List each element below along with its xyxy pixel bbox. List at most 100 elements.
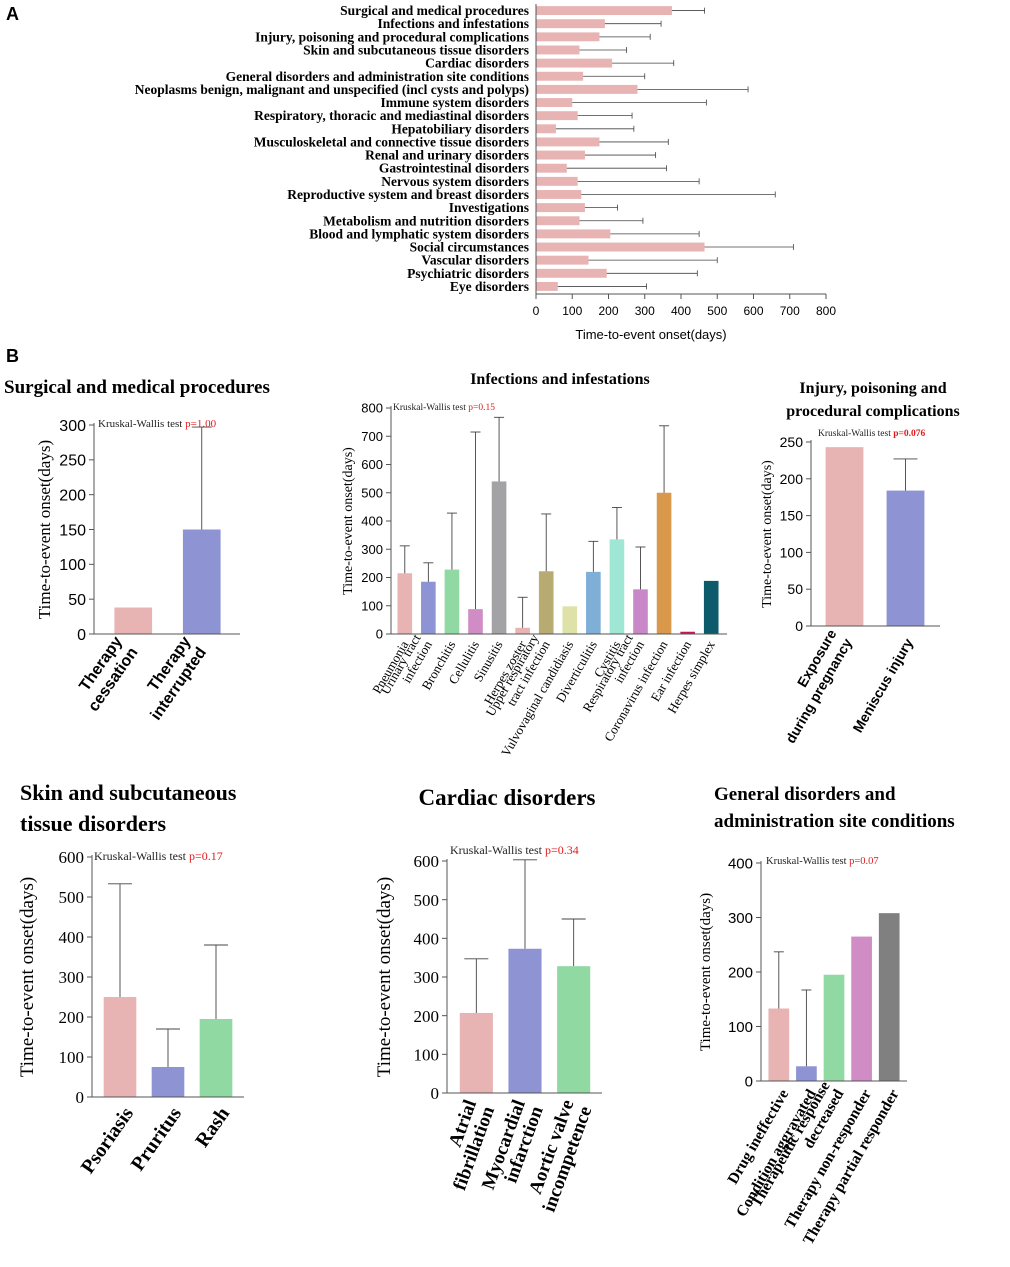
category-label: Metabolism and nutrition disorders <box>323 213 529 228</box>
y-tick-label: 200 <box>780 471 804 487</box>
y-tick-label: 600 <box>414 852 440 871</box>
bar <box>114 607 153 634</box>
y-tick-label: 500 <box>59 888 85 907</box>
stat-test-name: Kruskal-Wallis test <box>766 856 849 867</box>
category-label: Renal and urinary disorders <box>365 148 529 163</box>
stat-p-value: p=0.17 <box>189 849 223 863</box>
y-tick-label: 400 <box>361 514 383 529</box>
y-tick-label: 50 <box>787 581 803 597</box>
chart-B5: Cardiac disorders Kruskal-Wallis test p=0… <box>374 785 602 1215</box>
chart-title: Surgical and medical procedures <box>4 377 270 398</box>
category-label: Therapycessation <box>70 634 142 715</box>
x-tick-label: 400 <box>671 304 691 318</box>
chart-B2: Infections and infestations Kruskal-Walli… <box>341 371 727 759</box>
x-tick-label: 100 <box>562 304 582 318</box>
y-tick-label: 150 <box>780 508 804 524</box>
category-label: Surgical and medical procedures <box>340 3 529 18</box>
category-label: Neoplasms benign, malignant and unspecif… <box>135 82 529 97</box>
y-tick-label: 300 <box>59 968 85 987</box>
bar <box>609 539 625 634</box>
x-tick-label: 300 <box>635 304 655 318</box>
stat-annotation: Kruskal-Wallis test p=0.34 <box>450 843 579 857</box>
bar <box>536 268 607 278</box>
chart-title: Injury, poisoning and <box>799 380 946 397</box>
panel-label-b: B <box>6 346 19 366</box>
bar <box>468 609 483 634</box>
x-tick-label: 200 <box>598 304 618 318</box>
chart-B1: Surgical and medical procedures Kruskal-W… <box>4 377 270 723</box>
y-tick-label: 300 <box>728 910 753 927</box>
chart-title: tissue disorders <box>20 811 167 836</box>
chart-title: procedural complications <box>786 403 959 420</box>
category-label: Cardiac disorders <box>425 56 529 71</box>
y-tick-label: 700 <box>361 429 383 444</box>
x-tick-label: 0 <box>533 304 540 318</box>
category-label: Immune system disorders <box>381 95 530 110</box>
y-tick-label: 200 <box>414 1007 440 1026</box>
category-label: General disorders and administration sit… <box>226 69 529 84</box>
y-tick-label: 100 <box>728 1019 753 1036</box>
y-tick-label: 250 <box>59 453 86 470</box>
y-tick-label: 200 <box>59 1008 85 1027</box>
x-axis-title: Time-to-event onset(days) <box>575 327 726 342</box>
stat-test-name: Kruskal-Wallis test <box>94 849 189 863</box>
y-tick-label: 400 <box>59 928 85 947</box>
category-label: Nervous system disorders <box>381 174 529 189</box>
x-tick-label: 600 <box>743 304 763 318</box>
bar <box>886 490 925 626</box>
bar <box>823 974 845 1081</box>
y-axis-title: Time-to-event onset(days) <box>698 893 714 1051</box>
x-tick-label: 500 <box>707 304 727 318</box>
bar <box>536 281 558 291</box>
y-axis-title: Time-to-event onset(days) <box>374 877 395 1077</box>
bar <box>878 913 900 1081</box>
chart-title: General disorders and <box>714 784 896 805</box>
y-tick-label: 300 <box>414 968 440 987</box>
bar <box>536 71 584 81</box>
category-label: Rash <box>191 1103 234 1151</box>
y-tick-label: 300 <box>59 418 86 435</box>
y-tick-label: 50 <box>68 592 86 609</box>
stat-annotation: Kruskal-Wallis test p=0.076 <box>818 429 926 439</box>
y-tick-label: 100 <box>59 1048 85 1067</box>
bar <box>536 229 611 239</box>
stat-p-value: p=0.076 <box>893 429 925 439</box>
y-axis-title: Time-to-event onset(days) <box>341 447 356 595</box>
bar <box>536 150 585 160</box>
category-label: Reproductive system and breast disorders <box>287 187 529 202</box>
bar <box>586 571 601 634</box>
chart-B3: Injury, poisoning and procedural complica… <box>760 380 960 746</box>
bar <box>536 137 600 147</box>
y-tick-label: 400 <box>414 929 440 948</box>
bar <box>557 966 591 1093</box>
bar <box>536 111 578 121</box>
y-tick-label: 100 <box>780 544 804 560</box>
chart-title: Cardiac disorders <box>419 785 596 810</box>
bar <box>536 45 580 55</box>
y-tick-label: 0 <box>431 1084 440 1103</box>
category-label: Exposureduring pregnancy <box>767 626 856 746</box>
bar <box>680 631 695 634</box>
stat-p-value: p=0.07 <box>849 856 879 867</box>
y-axis-title: Time-to-event onset(days) <box>760 460 775 608</box>
y-tick-label: 250 <box>780 434 804 450</box>
category-label: Psychiatric disorders <box>407 266 529 281</box>
category-label: Vascular disorders <box>421 253 529 268</box>
chart-title: Infections and infestations <box>470 371 650 388</box>
category-label: Skin and subcutaneous tissue disorders <box>303 42 529 57</box>
y-tick-label: 100 <box>361 598 383 613</box>
y-tick-label: 200 <box>361 570 383 585</box>
stat-p-value: p=0.15 <box>468 403 495 413</box>
bar <box>508 948 542 1093</box>
bar <box>851 936 872 1081</box>
bar <box>536 19 605 29</box>
category-label: Therapyinterrupted <box>132 634 210 724</box>
bar <box>421 581 436 634</box>
category-label: Investigations <box>449 200 529 215</box>
bar <box>536 124 556 134</box>
stat-test-name: Kruskal-Wallis test <box>818 429 893 439</box>
stat-annotation: Kruskal-Wallis test p=0.17 <box>94 849 223 863</box>
bar <box>825 447 864 626</box>
x-tick-label: 800 <box>816 304 836 318</box>
